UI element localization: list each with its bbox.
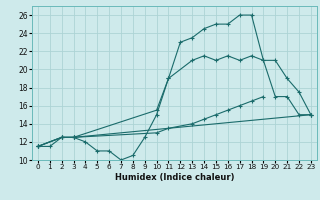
X-axis label: Humidex (Indice chaleur): Humidex (Indice chaleur) [115,173,234,182]
